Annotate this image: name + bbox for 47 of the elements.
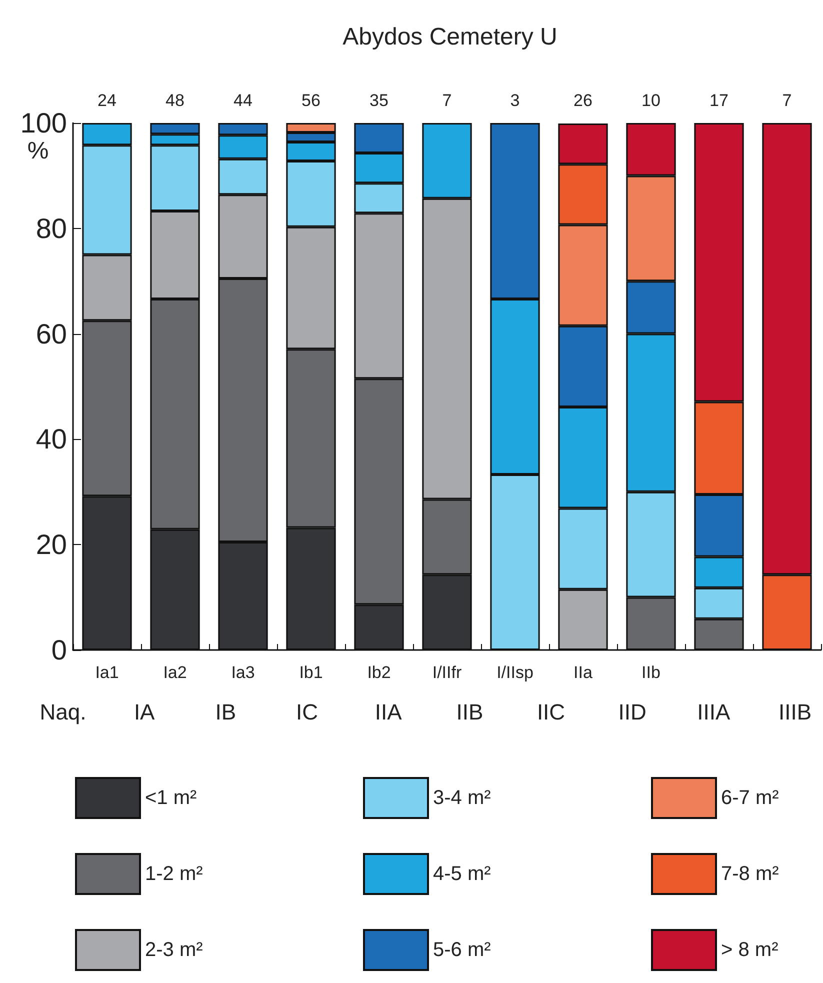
legend-label: > 8 m²	[721, 939, 779, 961]
x-tick-label: Ib1	[299, 663, 323, 682]
annotation: 56	[302, 91, 320, 110]
annotation: 35	[370, 91, 388, 110]
y-tick-label: 60	[36, 318, 67, 350]
x-tick-label: Ia1	[95, 663, 119, 682]
legend-label: <1 m²	[145, 787, 198, 809]
legend-label: 4-5 m²	[433, 863, 492, 885]
annotation: 48	[166, 91, 184, 110]
annotation: 3	[510, 91, 520, 110]
y-tick-label: 100	[20, 108, 67, 138]
legend-label: 6-7 m²	[721, 787, 780, 809]
annotation: 7	[782, 91, 792, 110]
text: IIIA	[697, 700, 730, 724]
y-tick-label: 0	[51, 634, 67, 666]
x-tick-label: I/IIfr	[432, 663, 462, 682]
legend-label: 1-2 m²	[145, 863, 204, 885]
y-tick-label: 20	[36, 529, 67, 560]
text: IIC	[536, 700, 566, 724]
text: IIB	[456, 700, 484, 724]
x-tick-label: Ia3	[231, 663, 255, 682]
text: IC	[296, 700, 318, 724]
y-axis-title: %	[27, 138, 49, 164]
x-tick-label: IIa	[574, 663, 593, 682]
y-tick-label: 80	[36, 212, 67, 244]
legend-label: 7-8 m²	[721, 863, 780, 885]
annotation: 24	[98, 91, 116, 110]
annotation: 10	[642, 91, 660, 110]
legend-label: 2-3 m²	[145, 939, 204, 961]
text: IID	[618, 700, 646, 724]
annotation: 7	[442, 91, 452, 110]
annotation: 44	[234, 91, 252, 110]
legend-label: 5-6 m²	[433, 939, 492, 961]
annotation: 17	[710, 91, 728, 110]
text: IA	[134, 700, 156, 724]
x-tick-label: Ia2	[163, 663, 187, 682]
y-tick-label: 40	[36, 424, 67, 455]
text: IIA	[374, 700, 402, 724]
chart-title: Abydos Cemetery U	[342, 24, 558, 50]
x-tick-label: I/IIsp	[496, 663, 534, 682]
text: IB	[215, 700, 236, 724]
x-tick-label: Ib2	[367, 663, 391, 682]
annotation: 26	[574, 91, 592, 110]
legend-label: 3-4 m²	[433, 787, 492, 809]
x-tick-label: IIb	[642, 663, 660, 682]
text: IIIB	[778, 700, 812, 724]
text: Naq.	[40, 700, 86, 724]
